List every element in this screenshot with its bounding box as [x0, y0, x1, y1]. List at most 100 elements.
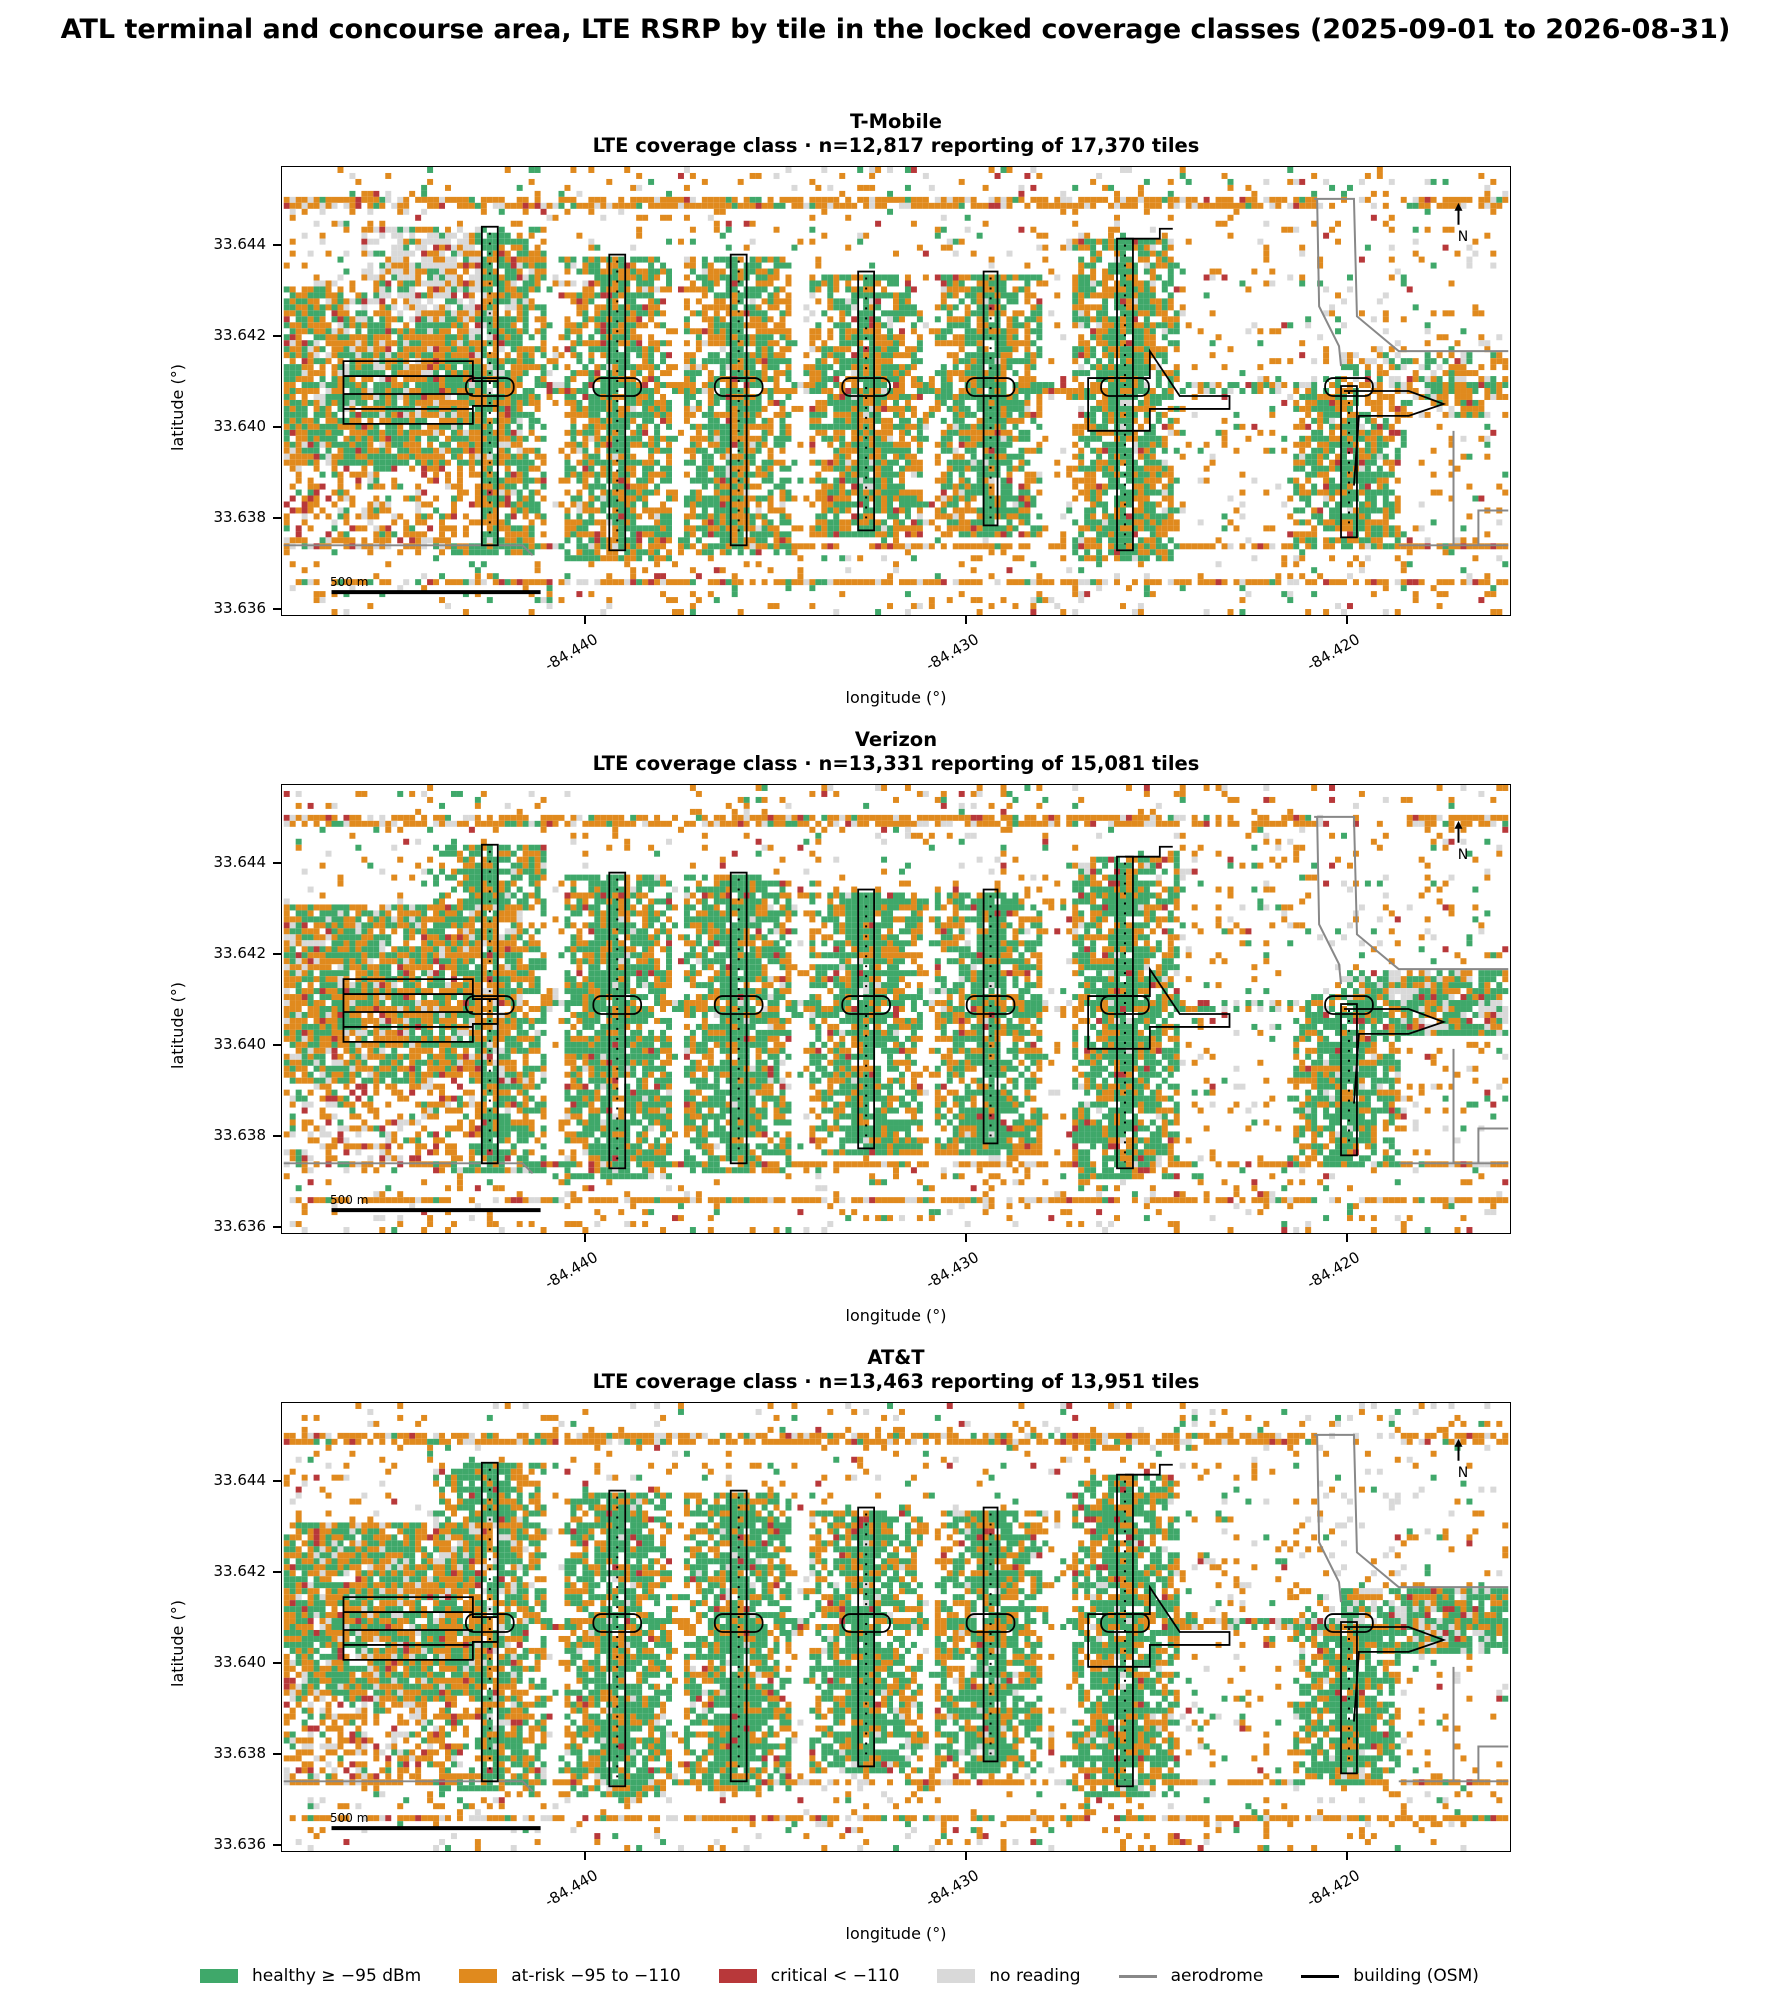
terminal-building	[342, 978, 499, 1043]
x-tick-mark	[965, 1852, 967, 1860]
concourse-building	[982, 888, 999, 1145]
concourse-building	[1340, 1003, 1358, 1157]
y-tick-label: 33.640	[214, 1035, 267, 1053]
x-tick-label: -84.420	[1304, 1248, 1363, 1293]
concourse-building	[982, 270, 999, 527]
y-tick-mark	[273, 1044, 281, 1046]
y-axis-label: latitude (°)	[168, 982, 187, 1069]
legend-item: building (OSM)	[1301, 1966, 1479, 1986]
legend: healthy ≥ −95 dBm at-risk −95 to −110 crit…	[200, 1961, 1517, 1991]
y-tick-label: 33.642	[214, 944, 267, 962]
panel-carrier-title: T-Mobile	[281, 110, 1511, 134]
concourse-building	[608, 253, 627, 552]
y-tick-mark	[273, 244, 281, 246]
y-tick-label: 33.642	[214, 326, 267, 344]
legend-label: building (OSM)	[1353, 1966, 1479, 1986]
y-tick-mark	[273, 1571, 281, 1573]
map-panel-1: T-Mobile LTE coverage class · n=12,817 re…	[0, 110, 1791, 730]
y-tick-mark	[273, 862, 281, 864]
panel-subtitle: LTE coverage class · n=12,817 reporting …	[281, 134, 1511, 158]
concourse-building	[857, 1506, 875, 1768]
scale-bar-label: 500 m	[330, 1193, 368, 1207]
panel-carrier-title: Verizon	[281, 728, 1511, 752]
y-tick-label: 33.644	[214, 1471, 267, 1489]
x-tick-mark	[584, 1852, 586, 1860]
x-tick-mark	[1346, 1852, 1348, 1860]
legend-label: no reading	[989, 1966, 1080, 1986]
y-axis-label: latitude (°)	[168, 364, 187, 451]
coverage-map: N 500 m	[281, 784, 1511, 1234]
legend-item: aerodrome	[1118, 1966, 1264, 1986]
legend-color-swatch	[200, 1969, 238, 1983]
panel-carrier-title: AT&T	[281, 1346, 1511, 1370]
x-tick-mark	[965, 616, 967, 624]
legend-label: healthy ≥ −95 dBm	[252, 1966, 421, 1986]
north-label: N	[1453, 1465, 1473, 1481]
legend-line-swatch	[1118, 1974, 1157, 1978]
terminal-building	[342, 360, 499, 425]
concourse-building	[1340, 1621, 1358, 1775]
coverage-tile-layer	[283, 785, 1509, 1233]
y-tick-mark	[273, 1135, 281, 1137]
y-tick-label: 33.636	[214, 1217, 267, 1235]
concourse-building	[729, 871, 748, 1165]
concourse-building	[608, 1489, 627, 1788]
aerodrome-outline	[1314, 197, 1509, 547]
x-tick-label: -84.430	[923, 630, 982, 675]
aerodrome-outline	[1314, 815, 1509, 1165]
y-tick-mark	[273, 1662, 281, 1664]
figure-title: ATL terminal and concourse area, LTE RSR…	[0, 14, 1791, 45]
y-tick-mark	[273, 953, 281, 955]
concourse-building	[857, 270, 875, 532]
y-tick-mark	[273, 426, 281, 428]
x-tick-label: -84.440	[542, 1866, 601, 1911]
x-tick-label: -84.440	[542, 630, 601, 675]
legend-item: healthy ≥ −95 dBm	[200, 1966, 421, 1986]
legend-item: at-risk −95 to −110	[459, 1966, 681, 1986]
coverage-map: N 500 m	[281, 1402, 1511, 1852]
y-tick-label: 33.638	[214, 1744, 267, 1762]
x-tick-mark	[965, 1234, 967, 1242]
legend-item: no reading	[937, 1966, 1081, 1986]
x-axis-label: longitude (°)	[281, 1924, 1511, 1943]
coverage-map: N 500 m	[281, 166, 1511, 616]
y-tick-label: 33.640	[214, 1653, 267, 1671]
legend-label: aerodrome	[1171, 1966, 1264, 1986]
x-tick-mark	[1346, 1234, 1348, 1242]
legend-color-swatch	[718, 1969, 757, 1983]
x-tick-label: -84.420	[1304, 1866, 1363, 1911]
map-panel-3: AT&T LTE coverage class · n=13,463 report…	[0, 1346, 1791, 1966]
terminal-building	[342, 1596, 499, 1661]
legend-line-swatch	[1301, 1974, 1340, 1978]
x-tick-mark	[584, 1234, 586, 1242]
y-tick-label: 33.644	[214, 235, 267, 253]
y-tick-mark	[273, 1753, 281, 1755]
legend-item: critical < −110	[718, 1966, 899, 1986]
x-tick-label: -84.430	[923, 1248, 982, 1293]
panel-subtitle: LTE coverage class · n=13,463 reporting …	[281, 1370, 1511, 1394]
y-tick-mark	[273, 1844, 281, 1846]
panel-subtitle: LTE coverage class · n=13,331 reporting …	[281, 752, 1511, 776]
concourse-building	[729, 1489, 748, 1783]
y-tick-mark	[273, 517, 281, 519]
x-axis-label: longitude (°)	[281, 688, 1511, 707]
x-tick-mark	[584, 616, 586, 624]
x-axis-label: longitude (°)	[281, 1306, 1511, 1325]
y-tick-label: 33.636	[214, 1835, 267, 1853]
map-panel-2: Verizon LTE coverage class · n=13,331 rep…	[0, 728, 1791, 1348]
concourse-building	[982, 1506, 999, 1763]
y-tick-label: 33.638	[214, 1126, 267, 1144]
coverage-tile-layer	[283, 1403, 1509, 1851]
y-tick-label: 33.642	[214, 1562, 267, 1580]
y-tick-mark	[273, 335, 281, 337]
legend-label: at-risk −95 to −110	[511, 1966, 680, 1986]
legend-color-swatch	[937, 1969, 976, 1983]
y-tick-mark	[273, 608, 281, 610]
y-tick-label: 33.636	[214, 599, 267, 617]
legend-color-swatch	[459, 1969, 498, 1983]
concourse-building	[608, 871, 627, 1170]
concourse-building	[1340, 385, 1358, 539]
y-tick-mark	[273, 1480, 281, 1482]
y-axis-label: latitude (°)	[168, 1600, 187, 1687]
coverage-tile-layer	[283, 167, 1509, 615]
